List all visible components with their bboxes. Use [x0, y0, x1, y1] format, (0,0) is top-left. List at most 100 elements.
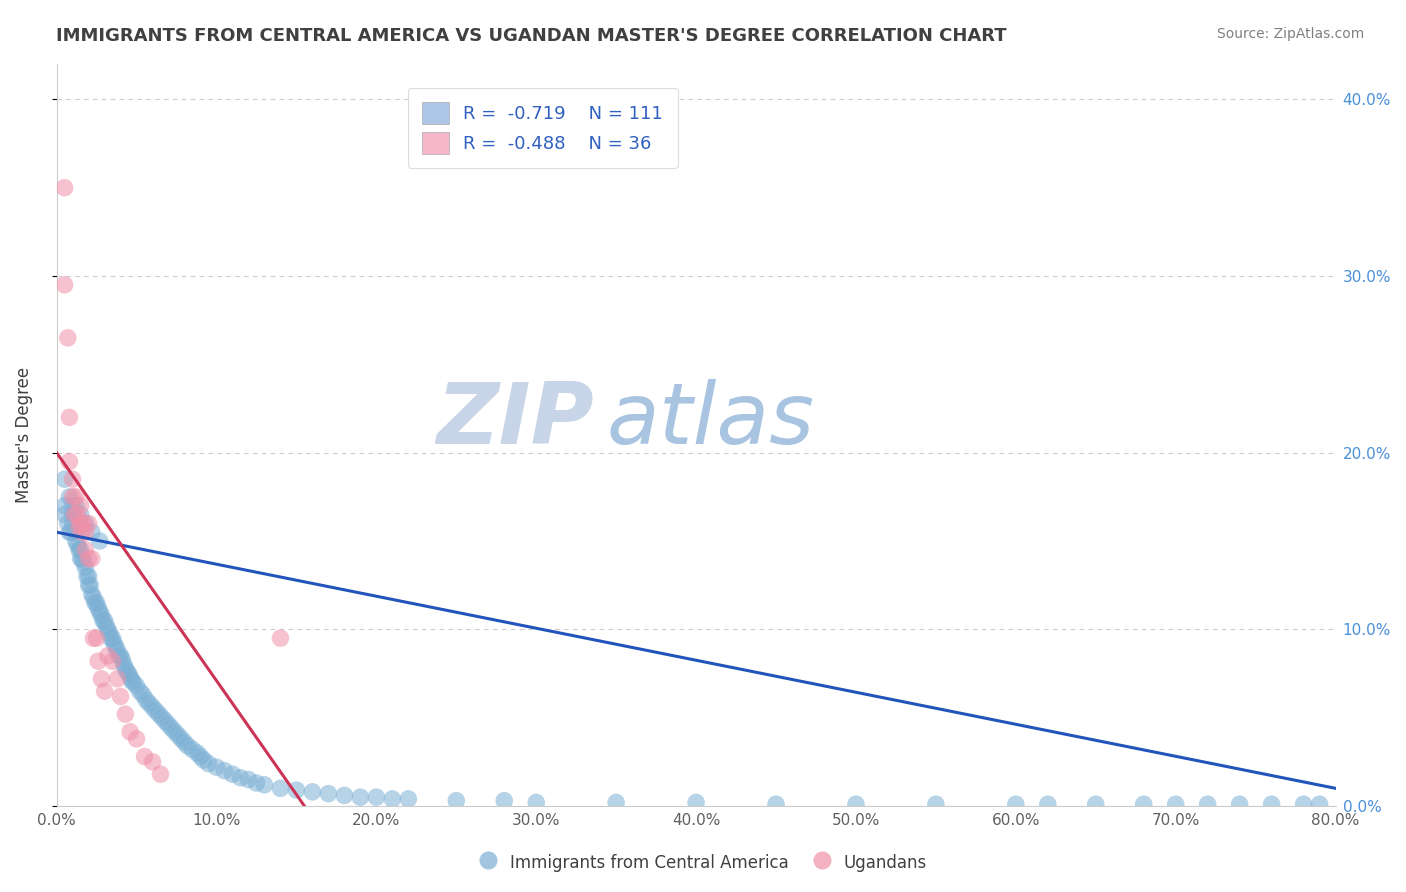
- Point: [82, 631, 104, 645]
- Point: [1197, 797, 1219, 812]
- Point: [65, 525, 87, 540]
- Point: [494, 794, 516, 808]
- Point: [98, 626, 121, 640]
- Point: [269, 781, 291, 796]
- Point: [62, 499, 84, 513]
- Point: [101, 654, 124, 668]
- Point: [77, 569, 100, 583]
- Point: [925, 797, 948, 812]
- Point: [125, 679, 148, 693]
- Point: [93, 614, 115, 628]
- Point: [73, 555, 96, 569]
- Point: [87, 601, 110, 615]
- Point: [53, 499, 76, 513]
- Point: [65, 534, 87, 549]
- Point: [245, 776, 267, 790]
- Point: [238, 772, 260, 787]
- Point: [58, 525, 80, 540]
- Point: [114, 707, 136, 722]
- Point: [69, 516, 91, 531]
- Point: [1004, 797, 1026, 812]
- Point: [269, 631, 291, 645]
- Point: [70, 551, 93, 566]
- Point: [115, 665, 138, 679]
- Point: [90, 672, 112, 686]
- Point: [66, 537, 89, 551]
- Point: [110, 690, 132, 704]
- Point: [333, 789, 356, 803]
- Point: [157, 717, 180, 731]
- Point: [1229, 797, 1251, 812]
- Point: [524, 796, 547, 810]
- Point: [96, 619, 118, 633]
- Point: [58, 454, 80, 468]
- Point: [190, 749, 212, 764]
- Point: [62, 472, 84, 486]
- Point: [605, 796, 627, 810]
- Point: [186, 746, 208, 760]
- Point: [170, 731, 193, 746]
- Point: [349, 790, 371, 805]
- Point: [69, 542, 91, 557]
- Point: [155, 714, 177, 729]
- Point: [108, 648, 131, 663]
- Point: [301, 785, 323, 799]
- Point: [56, 331, 79, 345]
- Point: [58, 490, 80, 504]
- Point: [101, 631, 124, 645]
- Point: [845, 797, 868, 812]
- Point: [446, 794, 468, 808]
- Point: [134, 749, 156, 764]
- Point: [53, 277, 76, 292]
- Point: [105, 643, 128, 657]
- Point: [110, 648, 132, 663]
- Point: [87, 654, 110, 668]
- Point: [76, 569, 98, 583]
- Point: [163, 724, 186, 739]
- Point: [381, 792, 404, 806]
- Point: [53, 508, 76, 522]
- Point: [1292, 797, 1315, 812]
- Point: [285, 783, 308, 797]
- Legend: R =  -0.719    N = 111, R =  -0.488    N = 36: R = -0.719 N = 111, R = -0.488 N = 36: [408, 88, 678, 168]
- Point: [75, 542, 97, 557]
- Point: [229, 771, 252, 785]
- Point: [141, 700, 163, 714]
- Point: [112, 657, 135, 672]
- Point: [205, 760, 228, 774]
- Point: [253, 778, 276, 792]
- Point: [73, 516, 96, 531]
- Point: [80, 587, 103, 601]
- Point: [70, 525, 93, 540]
- Point: [91, 614, 114, 628]
- Point: [58, 410, 80, 425]
- Point: [97, 648, 120, 663]
- Text: ZIP: ZIP: [436, 379, 593, 462]
- Point: [69, 499, 91, 513]
- Point: [173, 735, 195, 749]
- Point: [77, 516, 100, 531]
- Point: [105, 672, 128, 686]
- Point: [75, 516, 97, 531]
- Point: [59, 525, 82, 540]
- Point: [65, 499, 87, 513]
- Point: [104, 640, 127, 654]
- Point: [100, 631, 122, 645]
- Point: [69, 508, 91, 522]
- Point: [125, 731, 148, 746]
- Point: [120, 670, 142, 684]
- Point: [65, 490, 87, 504]
- Point: [1260, 797, 1282, 812]
- Point: [1309, 797, 1331, 812]
- Point: [121, 673, 143, 688]
- Legend: Immigrants from Central America, Ugandans: Immigrants from Central America, Ugandan…: [472, 846, 934, 880]
- Point: [122, 675, 145, 690]
- Point: [77, 551, 100, 566]
- Point: [111, 652, 134, 666]
- Point: [181, 742, 204, 756]
- Point: [160, 721, 183, 735]
- Point: [62, 490, 84, 504]
- Point: [138, 697, 160, 711]
- Point: [62, 508, 84, 522]
- Point: [685, 796, 707, 810]
